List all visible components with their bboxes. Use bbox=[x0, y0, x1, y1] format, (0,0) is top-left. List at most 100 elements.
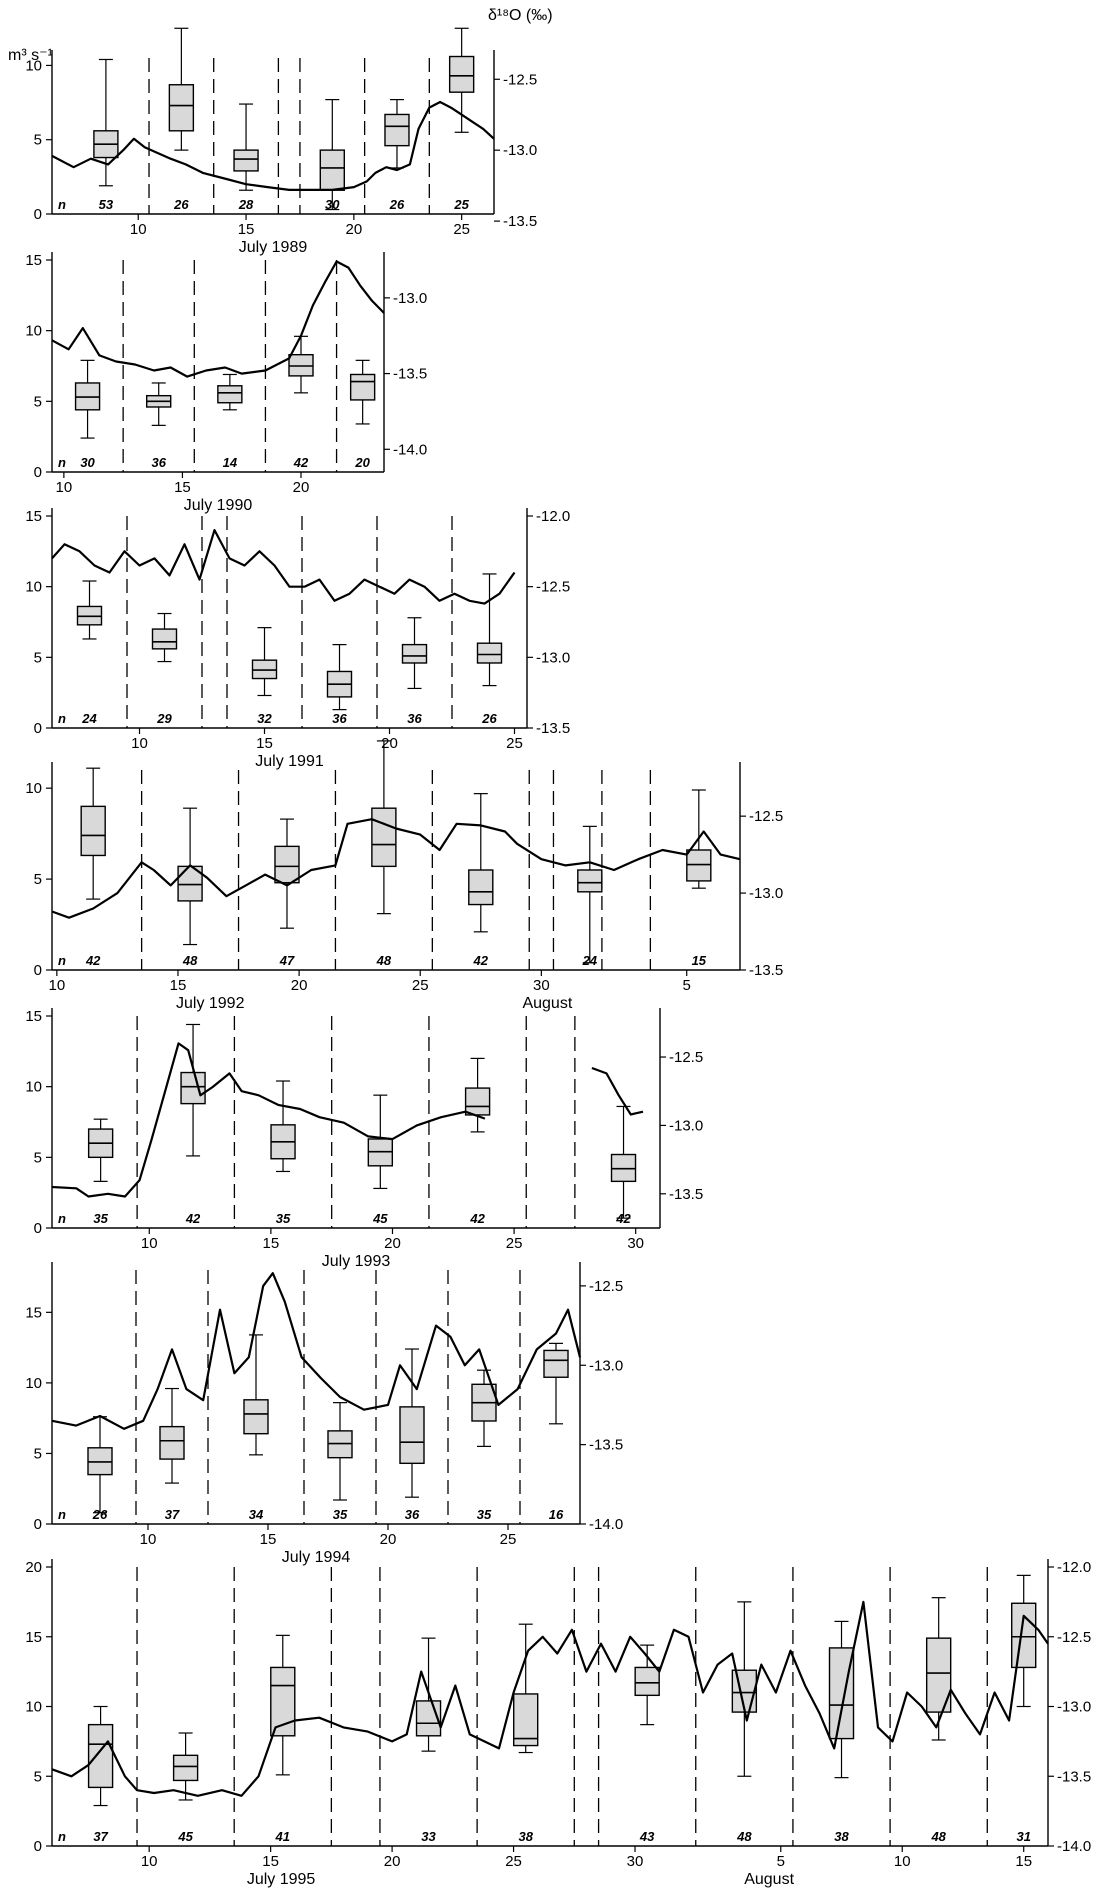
sample-count-prefix: n bbox=[58, 711, 66, 726]
box-plot bbox=[74, 359, 101, 439]
box-plot bbox=[168, 27, 195, 151]
panel-4: 0 5 10 -13.5 -13.0 -12.5 10 15 20 25 30 5 July 1992 A… bbox=[25, 740, 783, 1012]
x-tick-label: 25 bbox=[412, 977, 429, 994]
box-plot bbox=[1011, 1574, 1037, 1708]
panels-group: 0 5 10 -13.5 -13.0 -12.5 10 15 20 25 July 1989 53 26… bbox=[25, 27, 1091, 1888]
box-plot bbox=[471, 1369, 497, 1447]
x-tick-label: 25 bbox=[500, 1531, 517, 1548]
sample-count: 42 bbox=[469, 1211, 485, 1226]
x-tick-label: 10 bbox=[141, 1235, 158, 1252]
box-plot bbox=[349, 359, 376, 425]
sample-count: 48 bbox=[376, 953, 392, 968]
box-iqr bbox=[476, 642, 503, 664]
sample-count: 28 bbox=[238, 197, 254, 212]
box-iqr bbox=[464, 1087, 491, 1116]
sample-count: 14 bbox=[223, 455, 238, 470]
panel-2: 0 5 10 15 -14.0 -13.5 -13.0 10 15 20 July 1990 30 36… bbox=[25, 252, 427, 514]
box-plot bbox=[610, 1105, 637, 1219]
x-tick-label: 30 bbox=[627, 1235, 644, 1252]
sample-count-prefix: n bbox=[58, 1211, 66, 1226]
panel-3: 0 5 10 15 -13.5 -13.0 -12.5 -12.0 10 15 20 25 July 1… bbox=[25, 508, 570, 770]
box-iqr bbox=[159, 1425, 185, 1460]
sample-count: 48 bbox=[736, 1829, 752, 1844]
x-tick-label: 15 bbox=[238, 221, 255, 238]
box-plot bbox=[367, 1094, 394, 1190]
right-tick-label: -12.5 bbox=[669, 1049, 703, 1066]
x-tick-label: 20 bbox=[346, 221, 363, 238]
sample-count: 35 bbox=[477, 1507, 492, 1522]
left-tick-label: 15 bbox=[25, 1304, 42, 1321]
right-tick-label: -13.0 bbox=[589, 1357, 623, 1374]
box-iqr bbox=[172, 1754, 199, 1782]
x-axis-label: July 1989 bbox=[239, 239, 308, 256]
sample-count: 26 bbox=[173, 197, 189, 212]
box-plot bbox=[151, 612, 178, 663]
sample-count: 16 bbox=[549, 1507, 564, 1522]
right-tick-label: -13.5 bbox=[393, 366, 427, 383]
sample-count-prefix: n bbox=[58, 1507, 66, 1522]
box-iqr bbox=[151, 628, 178, 650]
isotope-line-segment-2 bbox=[591, 1066, 644, 1116]
right-tick-label: -12.5 bbox=[536, 579, 570, 596]
right-tick-label: -12.5 bbox=[503, 71, 537, 88]
right-tick-label: -13.5 bbox=[536, 720, 570, 737]
box-plot bbox=[828, 1620, 855, 1779]
x-tick-label: 20 bbox=[293, 479, 310, 496]
x-tick-label: 25 bbox=[453, 221, 470, 238]
box-plot bbox=[146, 382, 172, 426]
left-tick-label: 10 bbox=[25, 57, 42, 74]
box-plot bbox=[180, 1023, 206, 1157]
box-plot bbox=[159, 1387, 185, 1484]
panel-1: 0 5 10 -13.5 -13.0 -12.5 10 15 20 25 July 1989 53 26… bbox=[25, 27, 537, 256]
left-tick-label: 5 bbox=[34, 1445, 42, 1462]
left-tick-label: 5 bbox=[34, 649, 42, 666]
right-tick-label: -13.0 bbox=[503, 142, 537, 159]
x-tick-label: 10 bbox=[130, 221, 147, 238]
sample-count-prefix: n bbox=[58, 1829, 66, 1844]
left-tick-label: 0 bbox=[34, 1516, 42, 1533]
left-tick-label: 5 bbox=[34, 132, 42, 149]
x-tick-label: 15 bbox=[170, 977, 187, 994]
right-tick-label: -13.5 bbox=[749, 962, 783, 979]
x-tick-label: 10 bbox=[56, 479, 73, 496]
box-iqr bbox=[349, 373, 376, 401]
box-plot bbox=[243, 1334, 269, 1456]
sample-count: 32 bbox=[257, 711, 272, 726]
left-tick-label: 15 bbox=[25, 1008, 42, 1025]
box-iqr bbox=[217, 385, 243, 404]
box-plot bbox=[634, 1644, 660, 1726]
left-tick-label: 0 bbox=[34, 1838, 42, 1855]
x-tick-label: 20 bbox=[384, 1235, 401, 1252]
right-tick-label: -13.0 bbox=[749, 885, 783, 902]
left-tick-label: 10 bbox=[25, 1079, 42, 1096]
panel-7: 0 5 10 15 20 -14.0 -13.5 -13.0 -12.5 -12.0 10 15 20 2… bbox=[25, 1559, 1091, 1888]
left-axis-unit: m³ s⁻¹ bbox=[8, 47, 53, 64]
x-tick-label: 10 bbox=[141, 1853, 158, 1870]
right-tick-label: -13.5 bbox=[503, 213, 537, 230]
sample-count: 48 bbox=[930, 1829, 946, 1844]
box-plot bbox=[326, 644, 353, 711]
sample-count: 35 bbox=[93, 1211, 108, 1226]
x-axis-label: July 1994 bbox=[282, 1549, 351, 1566]
sample-count: 35 bbox=[333, 1507, 348, 1522]
sample-count-prefix: n bbox=[58, 455, 66, 470]
box-plot bbox=[464, 1057, 491, 1133]
sample-count: 24 bbox=[582, 953, 598, 968]
panel-5: 0 5 10 15 -13.5 -13.0 -12.5 10 15 20 25 30 July 1993… bbox=[25, 1008, 703, 1270]
sample-count: 25 bbox=[453, 197, 469, 212]
box-plot bbox=[270, 1634, 296, 1776]
sample-count: 36 bbox=[405, 1507, 420, 1522]
right-tick-label: -13.0 bbox=[1057, 1699, 1091, 1716]
right-tick-label: -14.0 bbox=[393, 441, 427, 458]
sample-count: 47 bbox=[279, 953, 295, 968]
x-tick-label: 20 bbox=[380, 1531, 397, 1548]
isotope-line bbox=[51, 260, 385, 378]
right-tick-label: -14.0 bbox=[589, 1516, 623, 1533]
sample-count-prefix: n bbox=[58, 197, 66, 212]
sample-count: 37 bbox=[93, 1829, 108, 1844]
x-axis-label-2: August bbox=[522, 995, 572, 1012]
left-tick-label: 20 bbox=[25, 1559, 42, 1576]
box-iqr bbox=[401, 643, 428, 664]
